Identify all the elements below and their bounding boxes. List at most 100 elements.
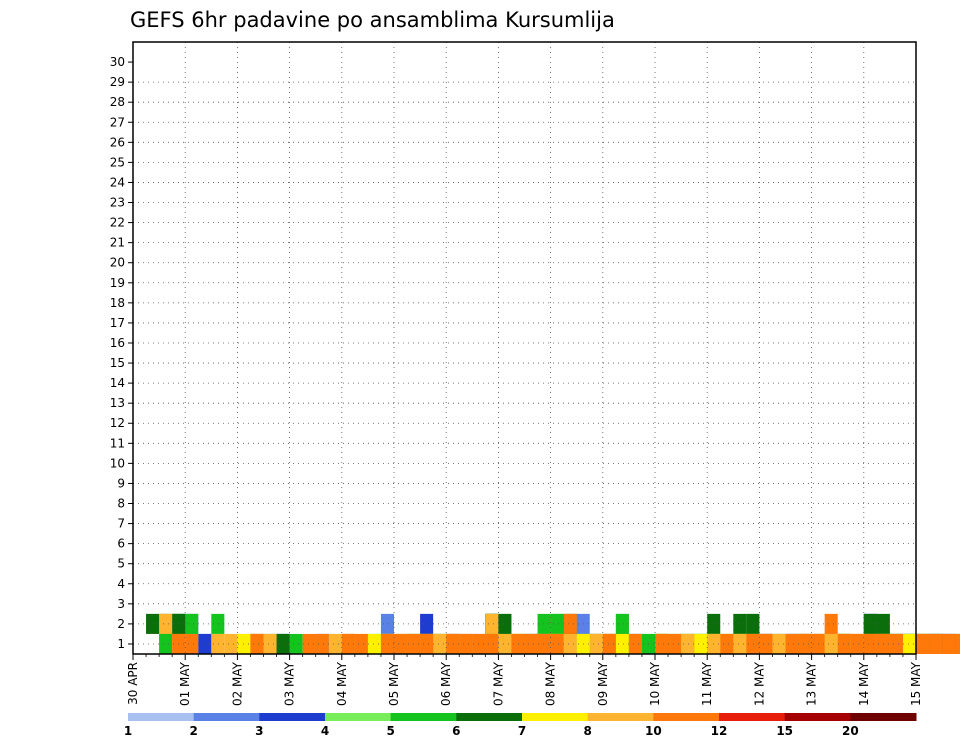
heatmap-cell	[380, 613, 394, 634]
heatmap-cell	[433, 633, 447, 654]
x-tick-label: 11 MAY	[700, 661, 714, 706]
x-tick-label: 04 MAY	[335, 661, 349, 706]
heatmap-cell	[420, 633, 434, 654]
colorbar-label: 12	[711, 724, 728, 738]
x-tick-label: 09 MAY	[596, 661, 610, 706]
colorbar-label: 5	[386, 724, 394, 738]
colorbar-swatch	[653, 713, 720, 721]
heatmap-cell	[733, 613, 747, 634]
heatmap-cell	[889, 633, 903, 654]
heatmap-cells	[146, 613, 960, 654]
colorbar-label: 8	[583, 724, 591, 738]
y-tick-label: 15	[110, 356, 125, 370]
heatmap-cell	[589, 633, 603, 654]
y-tick-label: 9	[117, 476, 125, 490]
heatmap-cell	[824, 613, 838, 634]
y-tick-label: 3	[117, 597, 125, 611]
colorbar-swatch	[850, 713, 917, 721]
heatmap-cell	[746, 613, 760, 634]
heatmap-cell	[367, 633, 381, 654]
heatmap-cell	[655, 633, 669, 654]
heatmap-cell	[720, 633, 734, 654]
colorbar-swatch	[325, 713, 392, 721]
heatmap-cell	[668, 633, 682, 654]
y-tick-label: 24	[110, 175, 125, 189]
heatmap-cell	[916, 633, 930, 654]
y-tick-label: 28	[110, 95, 125, 109]
colorbar-label: 4	[321, 724, 329, 738]
heatmap-cell	[942, 633, 956, 654]
colorbar-swatch	[193, 713, 260, 721]
colorbar-label: 1	[124, 724, 132, 738]
y-tick-label: 29	[110, 75, 125, 89]
colorbar-swatch	[128, 713, 195, 721]
x-axis: 30 APR 01 MAY 02 MAY 03 MAY 04 MAY 05 MAY 06 M…	[126, 654, 923, 706]
x-tick-label: 07 MAY	[491, 661, 505, 706]
heatmap-cell	[863, 633, 877, 654]
heatmap-cell	[485, 633, 499, 654]
x-tick-label: 15 MAY	[909, 661, 923, 706]
heatmap-cell	[694, 633, 708, 654]
x-tick-label: 02 MAY	[230, 661, 244, 706]
x-tick-label: 10 MAY	[648, 661, 662, 706]
heatmap-cell	[315, 633, 329, 654]
heatmap-cell	[681, 633, 695, 654]
y-tick-label: 11	[110, 436, 125, 450]
x-tick-label: 06 MAY	[439, 661, 453, 706]
heatmap-cell	[837, 633, 851, 654]
heatmap-cell	[929, 633, 943, 654]
y-tick-label: 8	[117, 497, 125, 511]
heatmap-cell	[602, 633, 616, 654]
y-tick-label: 6	[117, 537, 125, 551]
heatmap-cell	[550, 613, 564, 634]
colorbar-swatch	[784, 713, 851, 721]
heatmap-cell	[798, 633, 812, 654]
colorbar-label: 6	[452, 724, 460, 738]
heatmap-cell	[746, 633, 760, 654]
colorbar: 1 2 3 4 5 6 7 8 10 12 15 20	[124, 713, 917, 738]
heatmap-cell	[459, 633, 473, 654]
y-tick-label: 13	[110, 396, 125, 410]
heatmap-cell	[185, 633, 199, 654]
heatmap-cell	[563, 633, 577, 654]
y-tick-label: 21	[110, 236, 125, 250]
y-tick-label: 5	[117, 557, 125, 571]
heatmap-cell	[185, 613, 199, 634]
heatmap-cell	[211, 633, 225, 654]
heatmap-cell	[211, 613, 225, 634]
heatmap-cell	[498, 633, 512, 654]
y-tick-label: 19	[110, 276, 125, 290]
heatmap-cell	[485, 613, 499, 634]
heatmap-cell	[159, 613, 173, 634]
y-tick-label: 2	[117, 617, 125, 631]
y-tick-label: 16	[110, 336, 125, 350]
heatmap-cell	[863, 613, 877, 634]
heatmap-cell	[146, 613, 160, 634]
y-tick-label: 7	[117, 517, 125, 531]
heatmap-cell	[394, 633, 408, 654]
heatmap-cell	[615, 633, 629, 654]
x-tick-label: 30 APR	[126, 662, 140, 705]
x-tick-label: 01 MAY	[178, 661, 192, 706]
y-tick-label: 25	[110, 155, 125, 169]
y-tick-label: 17	[110, 316, 125, 330]
colorbar-swatch	[522, 713, 589, 721]
colorbar-label: 15	[776, 724, 793, 738]
colorbar-swatch	[259, 713, 326, 721]
y-axis: 1234567891011121314151617181920212223242…	[110, 55, 133, 651]
heatmap-cell	[328, 633, 342, 654]
dotted-grid	[133, 42, 916, 654]
colorbar-label: 20	[842, 724, 859, 738]
y-tick-label: 30	[110, 55, 125, 69]
colorbar-swatch	[390, 713, 457, 721]
chart-title: GEFS 6hr padavine po ansamblima Kursumli…	[130, 8, 615, 32]
colorbar-label: 10	[645, 724, 662, 738]
colorbar-swatch	[719, 713, 786, 721]
colorbar-swatch	[456, 713, 523, 721]
heatmap-cell	[785, 633, 799, 654]
y-tick-label: 23	[110, 196, 125, 210]
heatmap-cell	[498, 613, 512, 634]
heatmap-cell	[824, 633, 838, 654]
heatmap-cell	[302, 633, 316, 654]
heatmap-cell	[263, 633, 277, 654]
